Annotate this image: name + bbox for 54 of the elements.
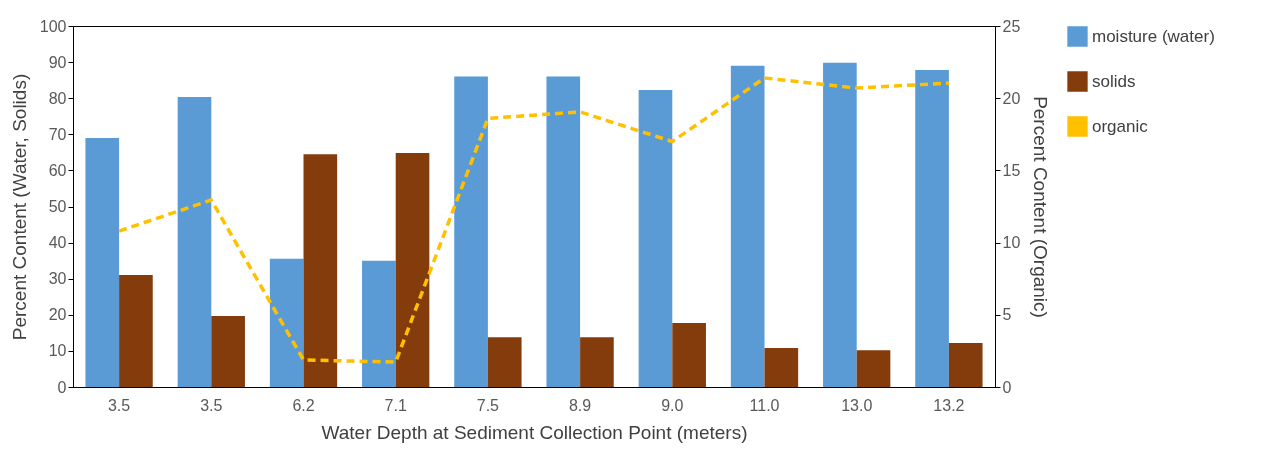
bar <box>177 97 212 387</box>
y2-tick-label: 25 <box>1002 17 1021 35</box>
bar <box>672 323 706 387</box>
bar <box>85 137 120 387</box>
bar <box>454 76 488 387</box>
x-tick-label: 13.2 <box>933 396 965 414</box>
y-tick-label: 40 <box>48 234 67 252</box>
x-tick-label: 11.0 <box>749 396 780 414</box>
bar <box>487 337 522 387</box>
y2-tick-label: 5 <box>1002 306 1012 324</box>
y-axis-title: Percent Content (Water, Solids) <box>8 73 30 341</box>
y-tick-label: 60 <box>48 161 67 179</box>
legend-label: moisture (water) <box>1092 26 1215 46</box>
bar <box>764 348 799 387</box>
bar <box>638 89 673 387</box>
bar <box>856 350 891 387</box>
x-tick-label: 7.1 <box>384 396 407 414</box>
x-tick-label: 8.9 <box>568 396 592 414</box>
legend-label: organic <box>1092 116 1149 136</box>
bar <box>915 70 949 387</box>
y-tick-label: 10 <box>48 342 67 360</box>
x-tick-label: 13.0 <box>841 396 873 414</box>
bar <box>362 260 396 387</box>
bar <box>303 154 338 387</box>
bar <box>395 153 430 387</box>
bar <box>823 62 857 387</box>
y-tick-label: 0 <box>57 378 67 396</box>
x-tick-label: 9.0 <box>661 396 684 414</box>
x-tick-label: 7.5 <box>476 396 500 414</box>
y-tick-label: 80 <box>48 89 67 107</box>
x-tick-label: 3.5 <box>107 396 131 414</box>
bar <box>119 275 153 387</box>
x-axis-title: Water Depth at Sediment Collection Point (meters) <box>321 421 748 443</box>
y-tick-label: 50 <box>48 198 67 215</box>
legend-label: solids <box>1092 71 1136 91</box>
y2-tick-label: 10 <box>1002 234 1021 252</box>
x-tick-label: 3.5 <box>200 396 223 414</box>
y-tick-label: 100 <box>39 17 67 35</box>
bar <box>730 65 765 387</box>
y-tick-label: 30 <box>48 270 67 288</box>
y2-axis-title: Percent Content (Organic) <box>1030 96 1052 318</box>
y-tick-label: 90 <box>48 53 67 71</box>
y2-tick-label: 0 <box>1002 378 1012 396</box>
y-tick-label: 70 <box>48 125 67 143</box>
bar <box>269 258 304 387</box>
y2-tick-label: 15 <box>1002 161 1021 179</box>
bar <box>580 337 614 387</box>
y2-tick-label: 20 <box>1002 89 1021 107</box>
bar <box>546 76 581 387</box>
bar <box>948 342 983 387</box>
bar <box>211 315 245 387</box>
x-tick-label: 6.2 <box>292 396 315 414</box>
y-tick-label: 20 <box>48 306 67 324</box>
line-series <box>117 76 951 364</box>
